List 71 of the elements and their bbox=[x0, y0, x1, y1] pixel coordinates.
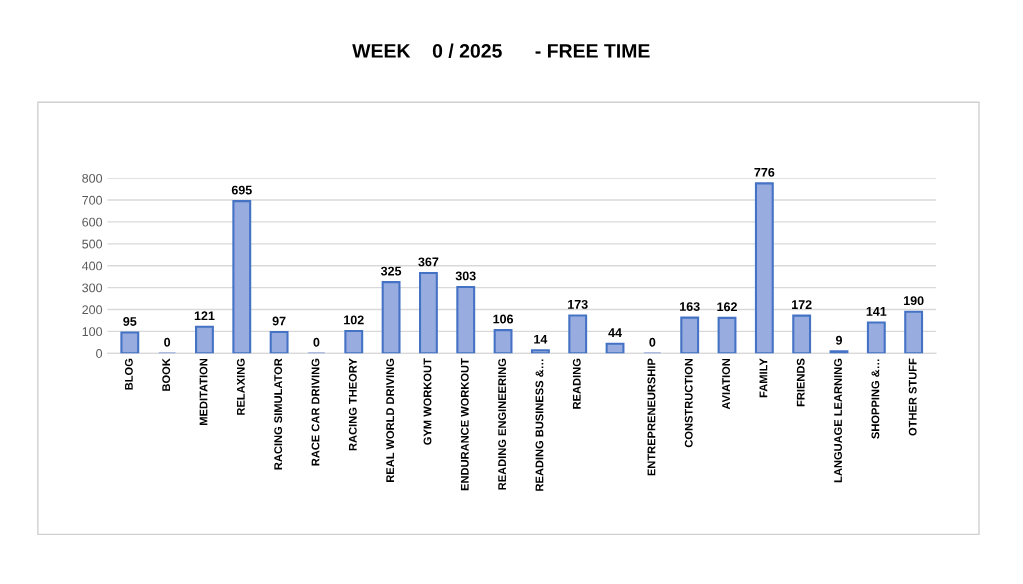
x-tick-label: FAMILY bbox=[759, 358, 768, 398]
x-tick-label: RACING SIMULATOR bbox=[274, 358, 283, 470]
bar bbox=[754, 182, 774, 354]
data-label: 97 bbox=[272, 316, 286, 326]
y-tick-label: 300 bbox=[82, 283, 103, 293]
bar bbox=[232, 200, 252, 354]
bar bbox=[120, 331, 140, 354]
x-tick-label: OTHER STUFF bbox=[908, 358, 917, 436]
x-tick-label: RACE CAR DRIVING bbox=[311, 358, 320, 466]
x-tick-label: AVIATION bbox=[722, 358, 730, 410]
y-tick-label: 800 bbox=[82, 173, 103, 183]
data-label: 695 bbox=[231, 185, 252, 195]
x-tick-label: SHOPPING &… bbox=[871, 359, 880, 439]
bar bbox=[866, 321, 886, 354]
data-label: 303 bbox=[455, 271, 476, 281]
x-tick-label: READING bbox=[572, 358, 581, 409]
y-tick-label: 600 bbox=[82, 217, 103, 227]
y-tick-label: 700 bbox=[82, 195, 103, 205]
x-tick-label: BOOK bbox=[162, 358, 171, 391]
x-tick-label: CONSTRUCTION bbox=[684, 358, 693, 448]
bar bbox=[904, 310, 924, 354]
bar bbox=[717, 316, 737, 354]
bar bbox=[344, 329, 364, 354]
data-label: 325 bbox=[380, 266, 402, 276]
data-label: 172 bbox=[792, 300, 812, 309]
y-tick-label: 0 bbox=[96, 349, 103, 358]
data-label: 44 bbox=[608, 328, 622, 337]
x-tick-label: LANGUAGE LEARNING bbox=[834, 358, 842, 483]
data-label: 102 bbox=[344, 315, 364, 325]
x-tick-label: RELAXING bbox=[236, 358, 245, 415]
x-tick-label: RACING THEORY bbox=[348, 358, 357, 451]
bar bbox=[493, 329, 513, 354]
bar bbox=[568, 314, 588, 354]
data-label: 0 bbox=[313, 337, 320, 347]
bar bbox=[530, 349, 550, 354]
data-label: 9 bbox=[835, 335, 843, 345]
data-label: 367 bbox=[418, 257, 439, 267]
chart-title: WEEK 0 / 2025 - FREE TIME bbox=[352, 43, 650, 58]
y-tick-label: 500 bbox=[82, 239, 103, 249]
bar bbox=[680, 316, 700, 354]
x-tick-label: ENTREPRENEURSHIP bbox=[647, 358, 656, 476]
data-label: 776 bbox=[754, 167, 775, 177]
x-tick-label: READING ENGINEERING bbox=[498, 358, 507, 490]
data-label: 121 bbox=[194, 311, 215, 321]
data-label: 141 bbox=[866, 307, 887, 316]
data-label: 162 bbox=[717, 302, 737, 312]
x-tick-label: REAL WORLD DRIVING bbox=[386, 358, 395, 482]
data-label: 0 bbox=[649, 337, 656, 347]
bar bbox=[792, 314, 812, 354]
x-tick-label: ENDURANCE WORKOUT bbox=[460, 358, 469, 491]
y-tick-label: 400 bbox=[81, 261, 103, 271]
data-label: 0 bbox=[164, 337, 171, 347]
x-tick-label: BLOG bbox=[124, 358, 133, 390]
data-label: 163 bbox=[680, 302, 700, 311]
bar bbox=[269, 331, 289, 354]
y-tick-label: 100 bbox=[82, 327, 103, 337]
bar bbox=[456, 285, 476, 354]
data-label: 190 bbox=[904, 296, 924, 306]
bar bbox=[418, 271, 438, 354]
bar bbox=[381, 281, 401, 354]
x-tick-label: GYM WORKOUT bbox=[423, 358, 432, 445]
data-label: 14 bbox=[534, 334, 548, 344]
y-tick-label: 200 bbox=[82, 305, 103, 315]
x-tick-label: MEDITATION bbox=[199, 358, 208, 425]
data-label: 173 bbox=[568, 299, 588, 309]
data-label: 95 bbox=[123, 317, 137, 326]
data-label: 106 bbox=[493, 314, 514, 324]
bar bbox=[605, 342, 625, 354]
x-tick-label: FRIENDS bbox=[796, 358, 805, 407]
bar bbox=[195, 325, 214, 354]
x-tick-label: READING BUSINESS &… bbox=[535, 359, 544, 491]
